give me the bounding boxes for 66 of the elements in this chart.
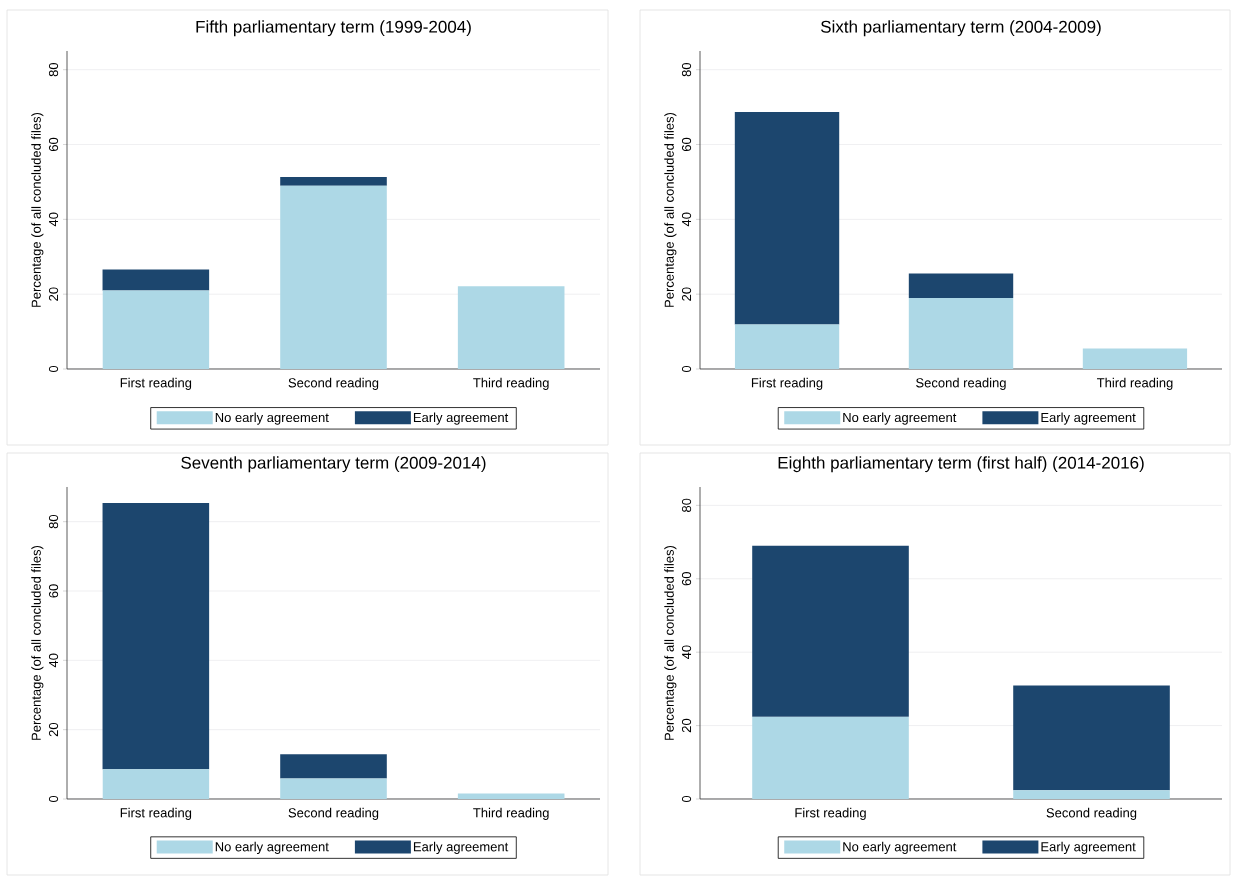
x-tick-label: First reading <box>120 807 192 820</box>
x-tick-label: Second reading <box>288 377 379 390</box>
bar <box>457 793 565 799</box>
legend-label: No early agreement <box>843 412 957 425</box>
bar <box>752 716 909 799</box>
x-tick-label: Third reading <box>1097 377 1173 390</box>
chart-title: Eighth parliamentary term (first half) (2014-2016) <box>778 456 1144 473</box>
y-tick-label: 40 <box>48 212 59 227</box>
x-tick-label: Second reading <box>916 377 1006 390</box>
bar <box>102 290 210 369</box>
bar <box>457 286 565 369</box>
y-axis-title: Percentage (of all concluded files) <box>664 545 677 740</box>
bar <box>102 502 210 770</box>
bar <box>734 324 840 369</box>
bar <box>280 177 387 186</box>
legend-label: Early agreement <box>1041 841 1136 854</box>
bar <box>908 273 1014 298</box>
y-tick-label: 0 <box>681 365 692 373</box>
x-tick-label: Third reading <box>473 807 549 820</box>
y-tick-label: 20 <box>48 287 59 301</box>
x-tick-label: First reading <box>795 807 866 820</box>
y-tick-label: 0 <box>48 795 59 803</box>
y-tick-label: 40 <box>681 212 692 227</box>
bar <box>102 269 210 291</box>
y-tick-label: 20 <box>681 287 692 301</box>
y-tick-label: 20 <box>681 718 692 733</box>
y-axis-title: Percentage (of all concluded files) <box>664 112 677 307</box>
bar <box>908 297 1014 369</box>
bar <box>280 754 387 779</box>
x-tick-label: Third reading <box>473 377 549 390</box>
x-tick-label: Second reading <box>288 807 379 820</box>
y-tick-label: 60 <box>681 137 692 152</box>
bar <box>1013 790 1170 799</box>
bar <box>1082 348 1188 369</box>
y-tick-label: 80 <box>48 62 59 77</box>
legend-label: No early agreement <box>843 841 957 854</box>
y-tick-label: 60 <box>48 137 59 152</box>
chart-title: Sixth parliamentary term (2004-2009) <box>820 20 1101 37</box>
y-axis-title: Percentage (of all concluded files) <box>31 545 44 740</box>
bar <box>280 778 387 799</box>
chart-title: Fifth parliamentary term (1999-2004) <box>196 20 471 37</box>
y-tick-label: 80 <box>681 62 692 77</box>
y-tick-label: 40 <box>681 645 692 660</box>
chart-title: Seventh parliamentary term (2009-2014) <box>181 456 486 473</box>
bar <box>280 185 387 369</box>
bar <box>102 769 210 799</box>
legend-label: Early agreement <box>413 841 509 854</box>
y-tick-label: 60 <box>681 572 692 586</box>
y-tick-label: 20 <box>48 722 59 737</box>
y-tick-label: 40 <box>48 653 59 668</box>
legend-label: No early agreement <box>215 841 329 854</box>
x-tick-label: First reading <box>120 377 192 390</box>
bar <box>734 111 840 325</box>
y-tick-label: 0 <box>681 795 692 803</box>
legend-label: Early agreement <box>413 412 509 425</box>
y-tick-label: 0 <box>48 365 59 373</box>
legend-label: No early agreement <box>215 412 329 425</box>
bar <box>752 545 909 717</box>
y-tick-label: 80 <box>681 498 692 513</box>
y-tick-label: 60 <box>48 584 59 598</box>
bar <box>1013 685 1170 791</box>
y-tick-label: 80 <box>48 514 59 529</box>
x-tick-label: First reading <box>751 377 823 390</box>
x-tick-label: Second reading <box>1046 807 1137 820</box>
legend-label: Early agreement <box>1041 412 1136 425</box>
y-axis-title: Percentage (of all concluded files) <box>31 112 44 307</box>
